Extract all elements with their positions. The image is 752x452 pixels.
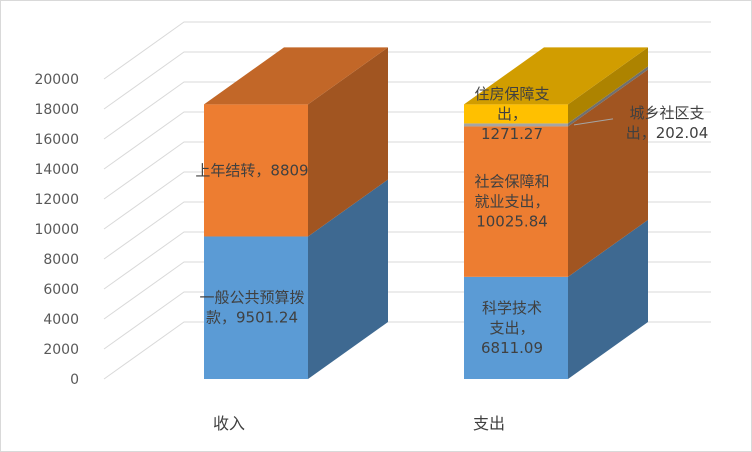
x-axis-categories: 收入 支出 <box>213 414 505 433</box>
gridlines <box>103 21 711 380</box>
bar-segment-住房保障支出-front <box>464 104 568 124</box>
bar-segment-城乡社区支出-side <box>568 66 648 127</box>
bar-segment-住房保障支出-side <box>568 47 648 124</box>
x-category-label: 支出 <box>473 414 505 433</box>
data-label-城乡社区支出: 城乡社区支出，202.04 <box>626 104 709 142</box>
gridline <box>103 51 711 110</box>
y-tick-label: 20000 <box>34 72 79 88</box>
y-tick-label: 6000 <box>43 282 79 298</box>
y-tick-label: 10000 <box>34 222 79 238</box>
bar-segment-住房保障支出-top <box>464 47 648 105</box>
gridline <box>103 21 711 80</box>
data-label-社会保障和就业支出: 社会保障和就业支出， 10025.84 <box>474 173 549 231</box>
bar-segment-一般公共预算拨款-front <box>204 236 308 379</box>
bar-stack-1 <box>204 47 388 379</box>
data-label-住房保障支出: 住房保障支出， 1271.27 <box>474 85 549 143</box>
data-label-一般公共预算拨款: 一般公共预算拨款，9501.24 <box>199 289 304 327</box>
bar-segment-社会保障和就业支出-front <box>464 126 568 277</box>
y-tick-label: 4000 <box>43 312 79 328</box>
x-category-label: 收入 <box>213 414 245 433</box>
y-tick-label: 18000 <box>34 102 79 118</box>
y-tick-label: 16000 <box>34 132 79 148</box>
y-tick-label: 14000 <box>34 162 79 178</box>
data-labels: 一般公共预算拨款，9501.24 上年结转，8809 科学技术支出， 6811.09 社… <box>195 85 708 357</box>
bar-segment-科学技术支出-front <box>464 276 568 379</box>
bar-segment-上年结转-front <box>204 104 308 237</box>
y-tick-label: 12000 <box>34 192 79 208</box>
bar-segment-上年结转-top <box>204 47 388 105</box>
bar-segment-城乡社区支出-front <box>464 123 568 127</box>
bar-segment-科学技术支出-side <box>568 219 648 379</box>
y-axis-ticks: 0 2000 4000 6000 8000 10000 12000 14000 16000 180… <box>34 72 79 388</box>
bar-stack-2 <box>464 47 648 379</box>
data-label-科学技术支出: 科学技术支出， 6811.09 <box>481 299 543 357</box>
bar-segment-上年结转-side <box>308 47 388 237</box>
y-tick-label: 8000 <box>43 252 79 268</box>
y-tick-label: 0 <box>70 372 79 388</box>
leader-line <box>573 118 614 126</box>
bar-segment-社会保障和就业支出-side <box>568 69 648 277</box>
bar-segment-一般公共预算拨款-side <box>308 179 388 379</box>
data-label-上年结转: 上年结转，8809 <box>195 161 308 179</box>
y-tick-label: 2000 <box>43 342 79 358</box>
